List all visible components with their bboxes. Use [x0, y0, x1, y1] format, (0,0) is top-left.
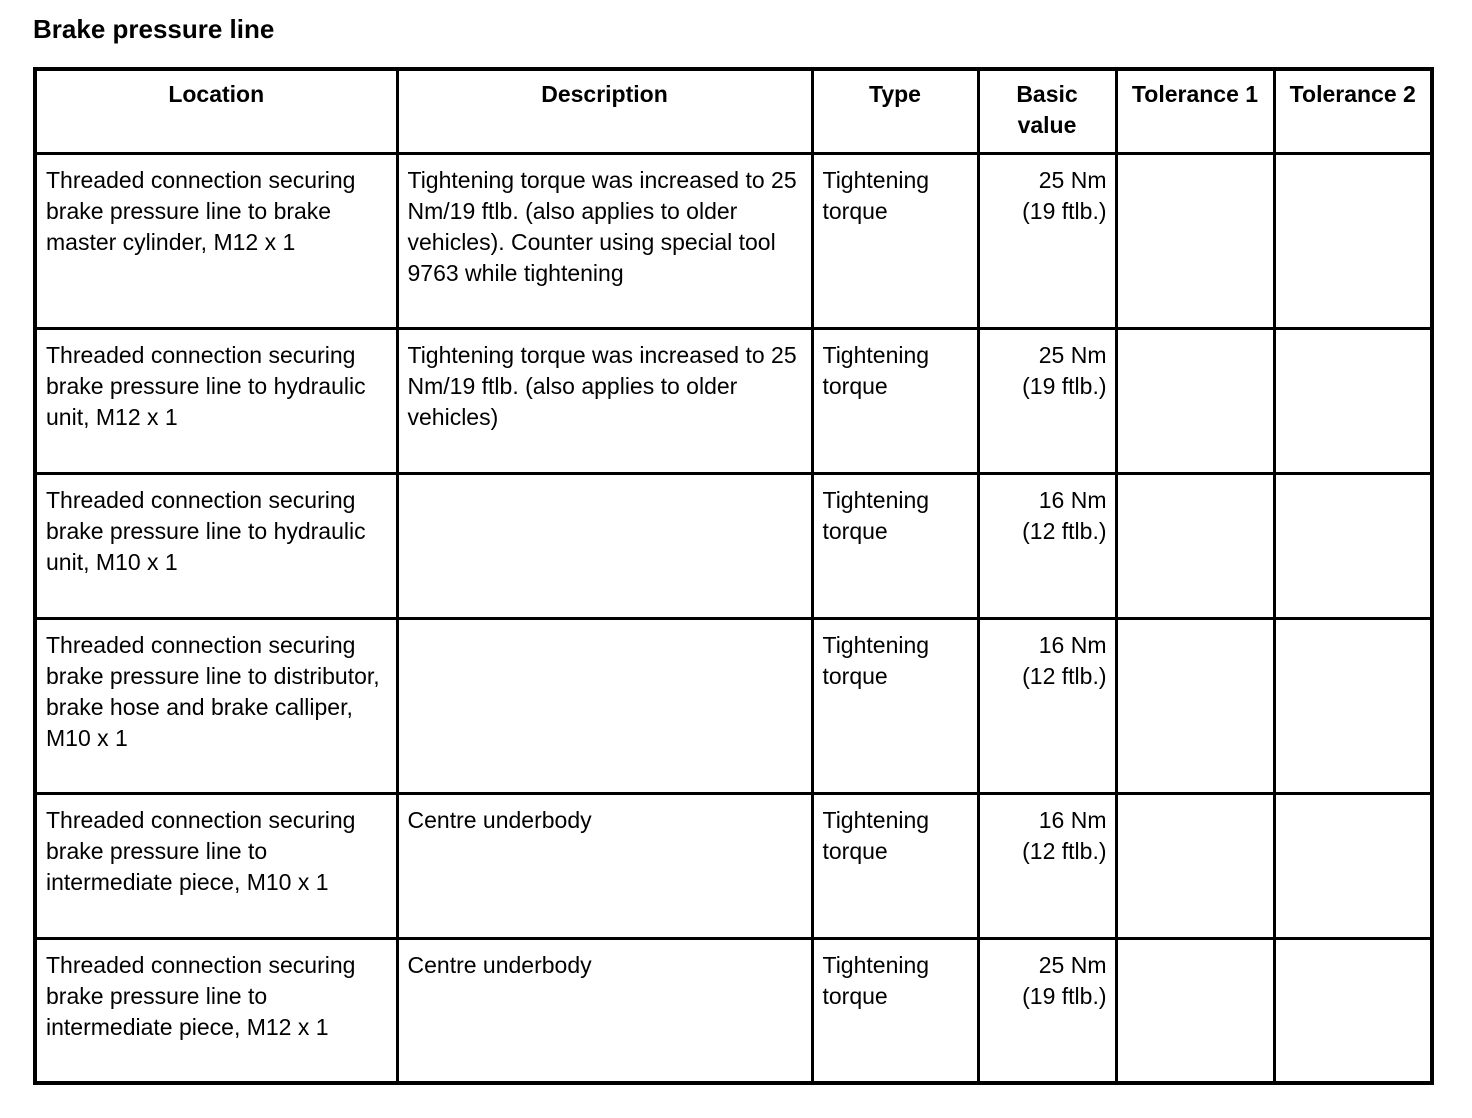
cell-location: Threaded connection securing brake press…: [33, 471, 399, 620]
cell-type: Tightening torque: [810, 151, 980, 330]
cell-basic-value: 25 Nm (19 ftlb.): [976, 151, 1118, 330]
cell-tolerance-2: [1272, 151, 1434, 330]
cell-location: Threaded connection securing brake press…: [33, 616, 399, 795]
cell-tolerance-1: [1114, 791, 1276, 940]
cell-description: Centre underbody: [395, 936, 814, 1085]
cell-location: Threaded connection securing brake press…: [33, 936, 399, 1085]
table-row: Threaded connection securing brake press…: [33, 326, 1434, 475]
table-row: Threaded connection securing brake press…: [33, 791, 1434, 940]
cell-tolerance-1: [1114, 326, 1276, 475]
col-header-basic-value: Basic value: [976, 67, 1118, 155]
table-header-row: Location Description Type Basic value To…: [33, 67, 1434, 155]
cell-description: [395, 471, 814, 620]
cell-basic-value: 16 Nm (12 ftlb.): [976, 471, 1118, 620]
cell-location: Threaded connection securing brake press…: [33, 151, 399, 330]
col-header-type: Type: [810, 67, 980, 155]
torque-spec-table: Location Description Type Basic value To…: [33, 67, 1434, 1085]
cell-description: Tightening torque was increased to 25 Nm…: [395, 151, 814, 330]
cell-location: Threaded connection securing brake press…: [33, 791, 399, 940]
table-row: Threaded connection securing brake press…: [33, 151, 1434, 330]
cell-description: Tightening torque was increased to 25 Nm…: [395, 326, 814, 475]
cell-tolerance-1: [1114, 936, 1276, 1085]
cell-tolerance-2: [1272, 326, 1434, 475]
table-row: Threaded connection securing brake press…: [33, 936, 1434, 1085]
cell-tolerance-1: [1114, 616, 1276, 795]
cell-tolerance-1: [1114, 151, 1276, 330]
cell-basic-value: 16 Nm (12 ftlb.): [976, 791, 1118, 940]
col-header-tolerance-1: Tolerance 1: [1114, 67, 1276, 155]
cell-type: Tightening torque: [810, 791, 980, 940]
cell-type: Tightening torque: [810, 936, 980, 1085]
table-row: Threaded connection securing brake press…: [33, 471, 1434, 620]
cell-tolerance-2: [1272, 471, 1434, 620]
cell-type: Tightening torque: [810, 616, 980, 795]
cell-basic-value: 25 Nm (19 ftlb.): [976, 326, 1118, 475]
col-header-location: Location: [33, 67, 399, 155]
cell-tolerance-2: [1272, 791, 1434, 940]
cell-type: Tightening torque: [810, 471, 980, 620]
cell-basic-value: 16 Nm (12 ftlb.): [976, 616, 1118, 795]
cell-description: Centre underbody: [395, 791, 814, 940]
cell-tolerance-2: [1272, 936, 1434, 1085]
col-header-description: Description: [395, 67, 814, 155]
cell-tolerance-1: [1114, 471, 1276, 620]
table-row: Threaded connection securing brake press…: [33, 616, 1434, 795]
cell-location: Threaded connection securing brake press…: [33, 326, 399, 475]
cell-tolerance-2: [1272, 616, 1434, 795]
page-title: Brake pressure line: [33, 14, 275, 44]
cell-basic-value: 25 Nm (19 ftlb.): [976, 936, 1118, 1085]
cell-description: [395, 616, 814, 795]
col-header-tolerance-2: Tolerance 2: [1272, 67, 1434, 155]
cell-type: Tightening torque: [810, 326, 980, 475]
